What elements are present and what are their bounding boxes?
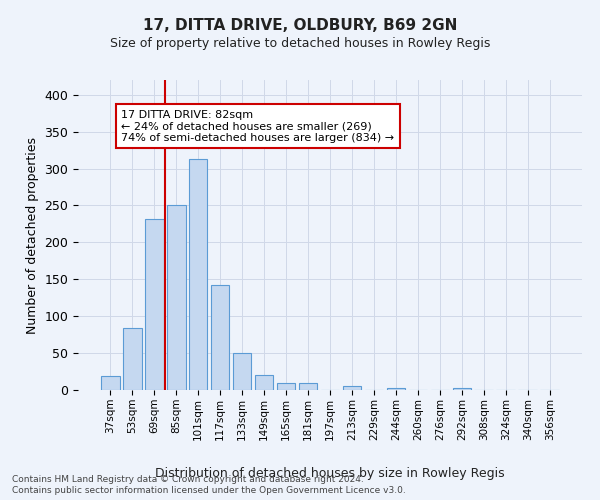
Bar — [211, 285, 229, 390]
Bar — [343, 386, 361, 390]
Bar — [277, 384, 295, 390]
Bar — [299, 382, 317, 390]
Text: Distribution of detached houses by size in Rowley Regis: Distribution of detached houses by size … — [155, 468, 505, 480]
Bar — [123, 328, 142, 390]
Text: 17 DITTA DRIVE: 82sqm
← 24% of detached houses are smaller (269)
74% of semi-det: 17 DITTA DRIVE: 82sqm ← 24% of detached … — [121, 110, 394, 142]
Bar — [189, 159, 208, 390]
Bar — [255, 374, 274, 390]
Bar — [145, 219, 164, 390]
Y-axis label: Number of detached properties: Number of detached properties — [26, 136, 39, 334]
Bar — [386, 388, 405, 390]
Text: 17, DITTA DRIVE, OLDBURY, B69 2GN: 17, DITTA DRIVE, OLDBURY, B69 2GN — [143, 18, 457, 32]
Bar — [101, 376, 119, 390]
Bar — [233, 353, 251, 390]
Bar — [452, 388, 471, 390]
Text: Contains HM Land Registry data © Crown copyright and database right 2024.: Contains HM Land Registry data © Crown c… — [12, 475, 364, 484]
Bar — [167, 204, 185, 390]
Text: Size of property relative to detached houses in Rowley Regis: Size of property relative to detached ho… — [110, 38, 490, 51]
Text: Contains public sector information licensed under the Open Government Licence v3: Contains public sector information licen… — [12, 486, 406, 495]
